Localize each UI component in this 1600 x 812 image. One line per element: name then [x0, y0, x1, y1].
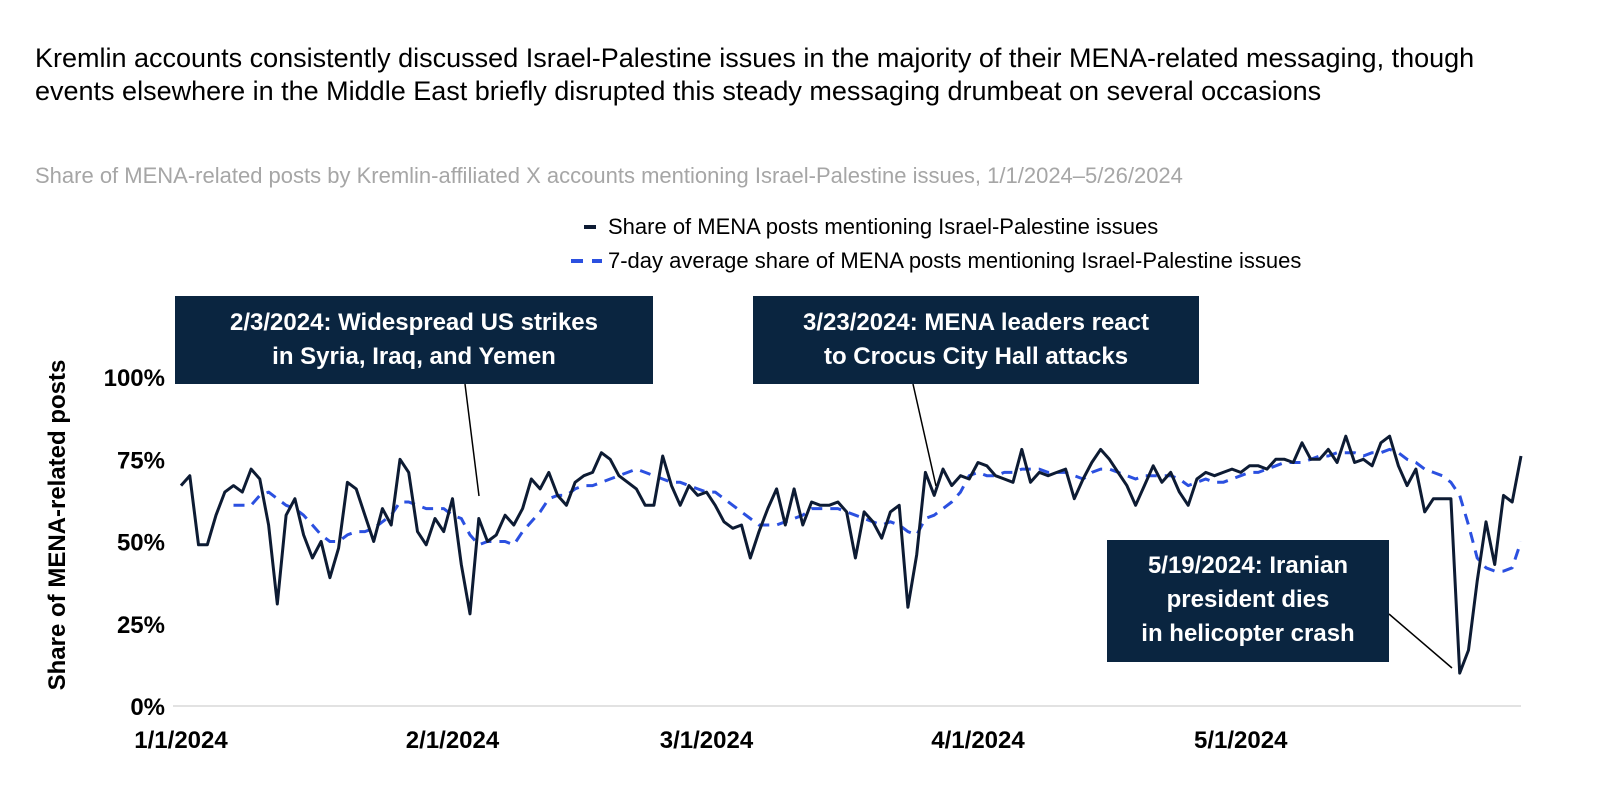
- x-tick-label: 1/1/2024: [134, 727, 228, 754]
- annotation-line: in Syria, Iraq, and Yemen: [272, 343, 556, 370]
- x-tick-label: 4/1/2024: [931, 727, 1025, 754]
- annotation-line: 2/3/2024: Widespread US strikes: [230, 309, 598, 336]
- legend: Share of MENA posts mentioning Israel-Pa…: [562, 210, 1301, 278]
- annotation-us-strikes: 2/3/2024: Widespread US strikes in Syria…: [175, 296, 653, 384]
- legend-label-daily: Share of MENA posts mentioning Israel-Pa…: [608, 214, 1159, 239]
- annotation-crocus-attack: 3/23/2024: MENA leaders react to Crocus …: [753, 296, 1199, 384]
- series-line-daily-share: [179, 434, 1523, 675]
- annotation-line: to Crocus City Hall attacks: [823, 343, 1129, 370]
- x-tick-label: 3/1/2024: [660, 727, 754, 754]
- annotation-leader-line: [464, 383, 480, 497]
- annotation-leader-line: [1388, 613, 1453, 669]
- x-tick-label: 5/1/2024: [1194, 727, 1288, 754]
- x-tick-label: 2/1/2024: [406, 727, 500, 754]
- legend-swatch-solid: [562, 217, 602, 237]
- annotation-line: in helicopter crash: [1141, 620, 1355, 647]
- y-tick-label: 100%: [104, 365, 165, 392]
- legend-swatch-dashed: [562, 251, 602, 271]
- y-tick-label: 75%: [117, 447, 165, 474]
- annotation-line: 5/19/2024: Iranian: [1147, 552, 1349, 579]
- y-tick-label: 0%: [130, 694, 165, 721]
- y-tick-label: 50%: [117, 530, 165, 557]
- annotation-line: president dies: [1166, 586, 1330, 613]
- legend-item-avg: 7-day average share of MENA posts mentio…: [562, 244, 1301, 278]
- annotation-line: 3/23/2024: MENA leaders react: [803, 309, 1149, 336]
- legend-label-avg: 7-day average share of MENA posts mentio…: [608, 248, 1302, 273]
- y-tick-label: 25%: [117, 612, 165, 639]
- chart-subtitle: Share of MENA-related posts by Kremlin-a…: [35, 163, 1183, 188]
- annotation-iranian-president: 5/19/2024: Iranian president dies in hel…: [1107, 540, 1389, 662]
- annotation-leader-line: [912, 383, 937, 487]
- legend-item-daily: Share of MENA posts mentioning Israel-Pa…: [562, 210, 1301, 244]
- chart-title: Kremlin accounts consistently discussed …: [35, 43, 1475, 106]
